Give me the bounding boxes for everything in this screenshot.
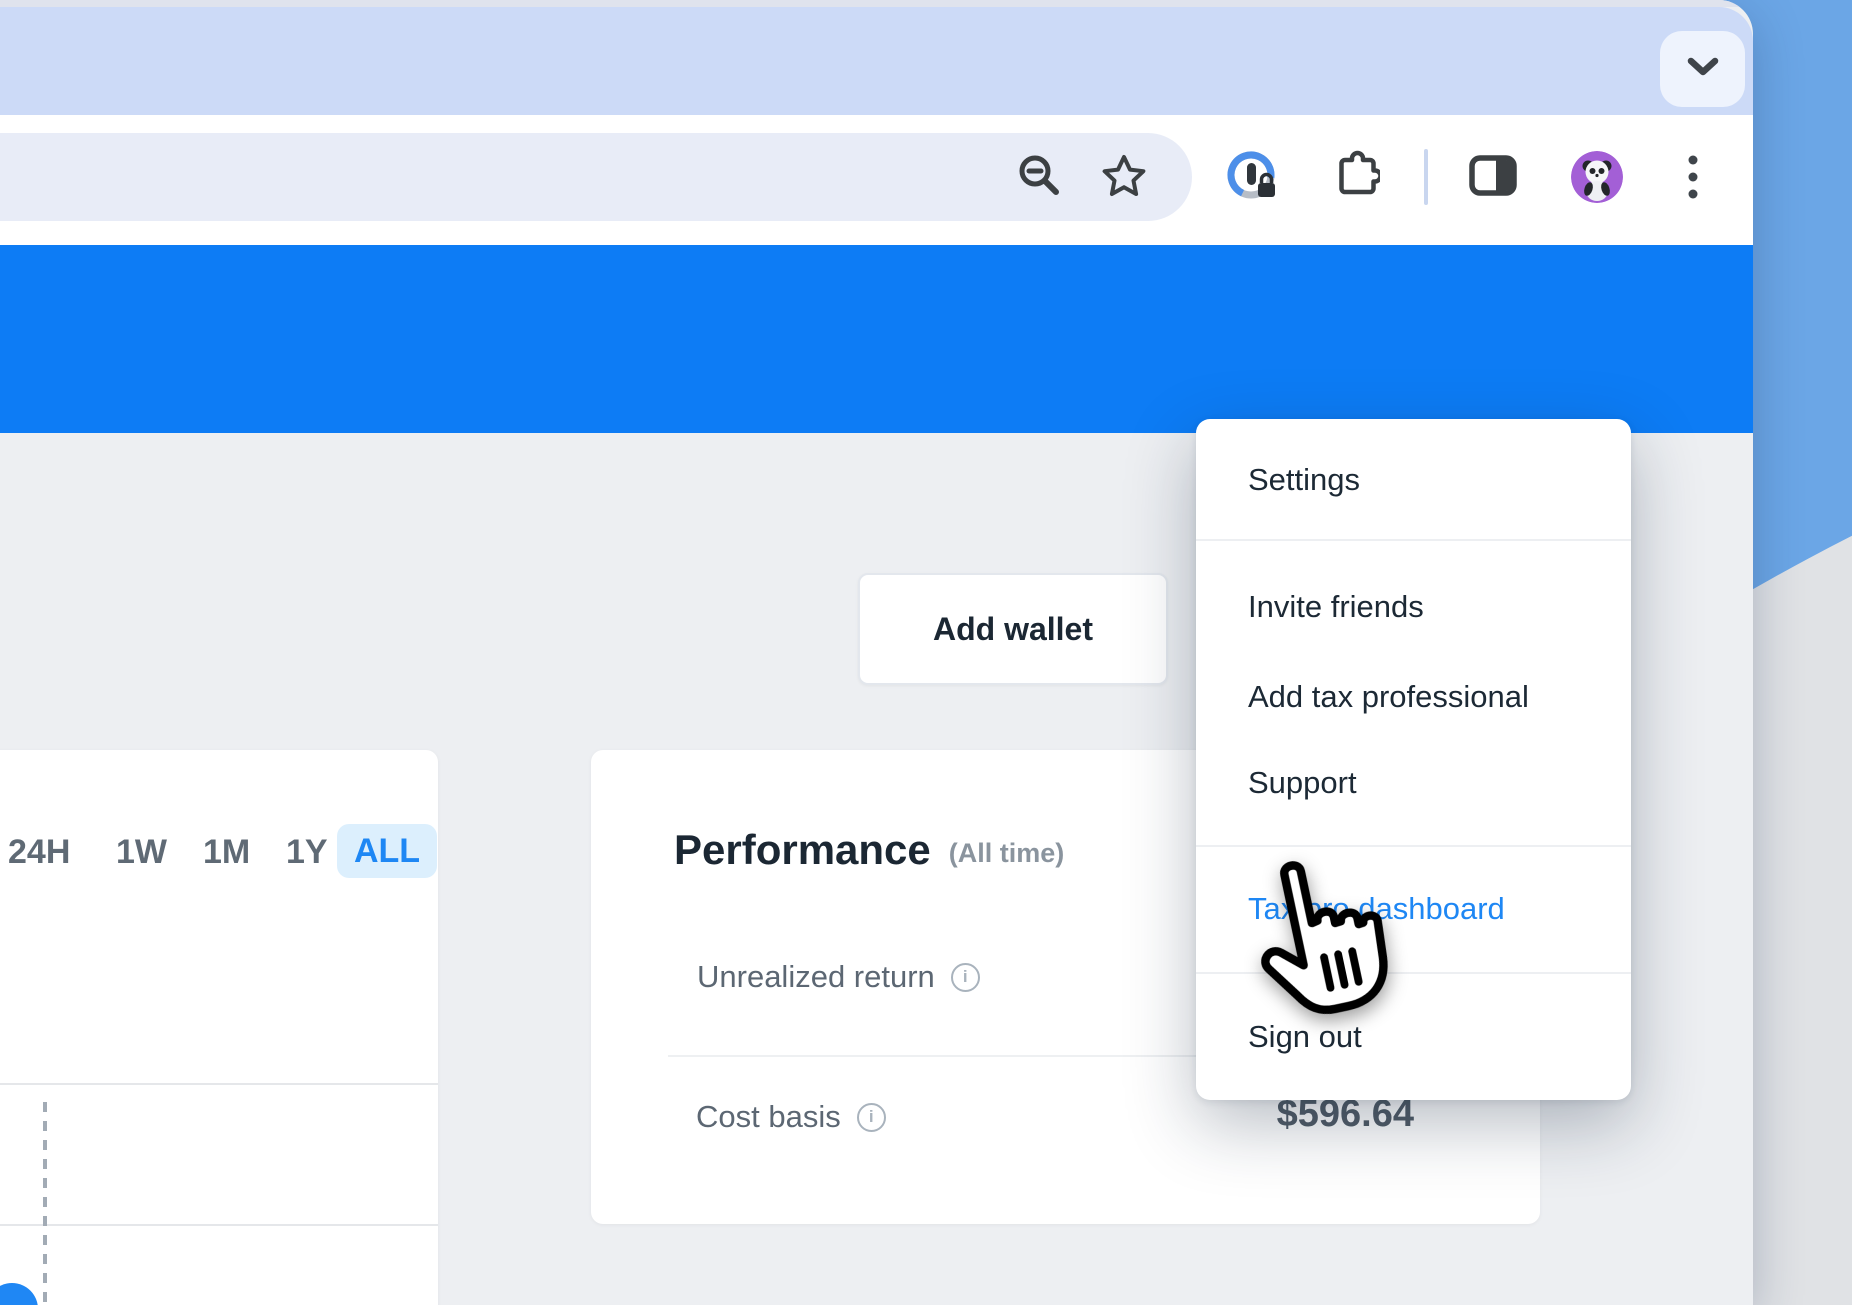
unrealized-return-label: Unrealized return: [697, 959, 935, 994]
menu-item-add-tax-professional[interactable]: Add tax professional: [1248, 679, 1529, 714]
extensions-puzzle-icon[interactable]: [1328, 150, 1380, 202]
cost-basis-value: $596.64: [1276, 1093, 1414, 1135]
cointracker-navbar: allets Portfolio Tax Tips demo+cpaadmin@…: [0, 245, 1753, 613]
hand-pointer-cursor: [1222, 842, 1404, 1038]
menu-divider: [1196, 845, 1631, 847]
chart-gridline: [0, 1224, 438, 1226]
menu-item-settings[interactable]: Settings: [1248, 462, 1361, 497]
menu-item-invite-friends[interactable]: Invite friends: [1248, 589, 1424, 624]
menu-divider: [1196, 539, 1631, 541]
timerange-all-selected[interactable]: ALL: [337, 824, 437, 878]
bookmark-star-icon[interactable]: [1100, 152, 1148, 200]
frame-header: [0, 7, 1753, 115]
account-dropdown-menu: Settings Invite friends Add tax professi…: [1196, 419, 1631, 1100]
info-icon[interactable]: i: [856, 1102, 886, 1132]
info-icon[interactable]: i: [950, 962, 980, 992]
cost-basis-label: Cost basis: [696, 1099, 841, 1134]
password-manager-extension-icon[interactable]: [1225, 149, 1281, 205]
profile-avatar[interactable]: [1571, 151, 1623, 203]
chevron-down-icon: [1687, 57, 1719, 82]
menu-item-support[interactable]: Support: [1248, 765, 1357, 800]
chart-line-start: [0, 1283, 38, 1305]
browser-window: allets Portfolio Tax Tips demo+cpaadmin@…: [0, 0, 1753, 1305]
row-divider: [668, 1055, 1513, 1057]
timerange-1m[interactable]: 1M: [203, 833, 251, 871]
zoom-out-icon[interactable]: [1016, 152, 1064, 200]
add-wallet-button[interactable]: Add wallet: [858, 573, 1168, 685]
timerange-1w[interactable]: 1W: [116, 833, 167, 871]
browser-toolbar: [0, 115, 1753, 245]
frame-top-strip: [0, 0, 1753, 7]
sidebar-toggle-icon[interactable]: [1468, 151, 1518, 201]
chart-gridline: [0, 1083, 438, 1085]
menu-divider: [1196, 972, 1631, 974]
address-bar[interactable]: [0, 133, 1192, 221]
timerange-1y[interactable]: 1Y: [286, 833, 328, 871]
collapse-panel-button[interactable]: [1660, 31, 1745, 107]
chart-dashed-crosshair: [43, 1102, 47, 1305]
timerange-24h[interactable]: 24H: [8, 833, 71, 871]
toolbar-separator: [1424, 149, 1428, 205]
performance-title: Performance: [674, 826, 931, 873]
browser-menu-icon[interactable]: [1685, 149, 1701, 205]
performance-subtitle: (All time): [948, 837, 1065, 868]
menu-item-sign-out[interactable]: Sign out: [1248, 1019, 1362, 1054]
